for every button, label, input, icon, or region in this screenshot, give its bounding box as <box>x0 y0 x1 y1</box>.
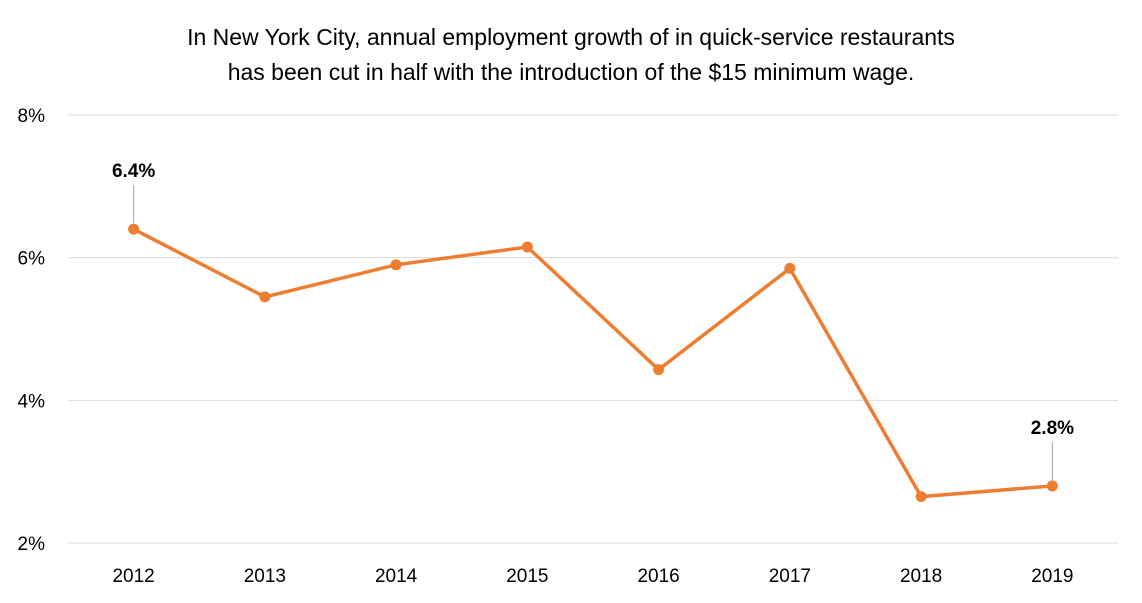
data-point-2015 <box>521 241 533 253</box>
chart-title: In New York City, annual employment grow… <box>187 24 955 85</box>
data-point-2019 <box>1046 480 1058 492</box>
data-point-2014 <box>390 259 402 271</box>
x-tick-label: 2018 <box>900 566 942 587</box>
x-tick-label: 2012 <box>112 566 154 587</box>
x-tick-label: 2014 <box>375 566 418 587</box>
x-tick-label: 2015 <box>506 566 548 587</box>
y-tick-label: 6% <box>18 249 46 270</box>
y-tick-label: 2% <box>18 534 46 555</box>
data-point-2017 <box>784 262 796 274</box>
x-tick-label: 2017 <box>769 566 811 587</box>
data-label: 6.4% <box>112 161 155 182</box>
y-axis-tick-labels: 2% 4% 6% 8% <box>18 106 46 555</box>
data-point-2013 <box>259 291 271 303</box>
data-point-2016 <box>653 364 665 376</box>
x-axis-tick-labels: 2012 2013 2014 2015 2016 2017 2018 2019 <box>112 566 1073 587</box>
data-point-2018 <box>915 491 927 503</box>
chart-title-line-2: has been cut in half with the introducti… <box>228 59 915 85</box>
data-points <box>128 223 1058 503</box>
x-tick-label: 2013 <box>244 566 286 587</box>
x-tick-label: 2019 <box>1031 566 1073 587</box>
data-labels: 6.4% 2.8% <box>112 161 1074 480</box>
series-line <box>132 227 1053 499</box>
x-tick-label: 2016 <box>637 566 679 587</box>
data-label: 2.8% <box>1031 418 1074 439</box>
gridlines <box>68 114 1118 544</box>
chart-title-line-1: In New York City, annual employment grow… <box>187 24 955 50</box>
series-line-group <box>132 227 1053 499</box>
y-tick-label: 8% <box>18 106 46 127</box>
y-tick-label: 4% <box>18 391 46 412</box>
data-point-2012 <box>128 223 140 235</box>
